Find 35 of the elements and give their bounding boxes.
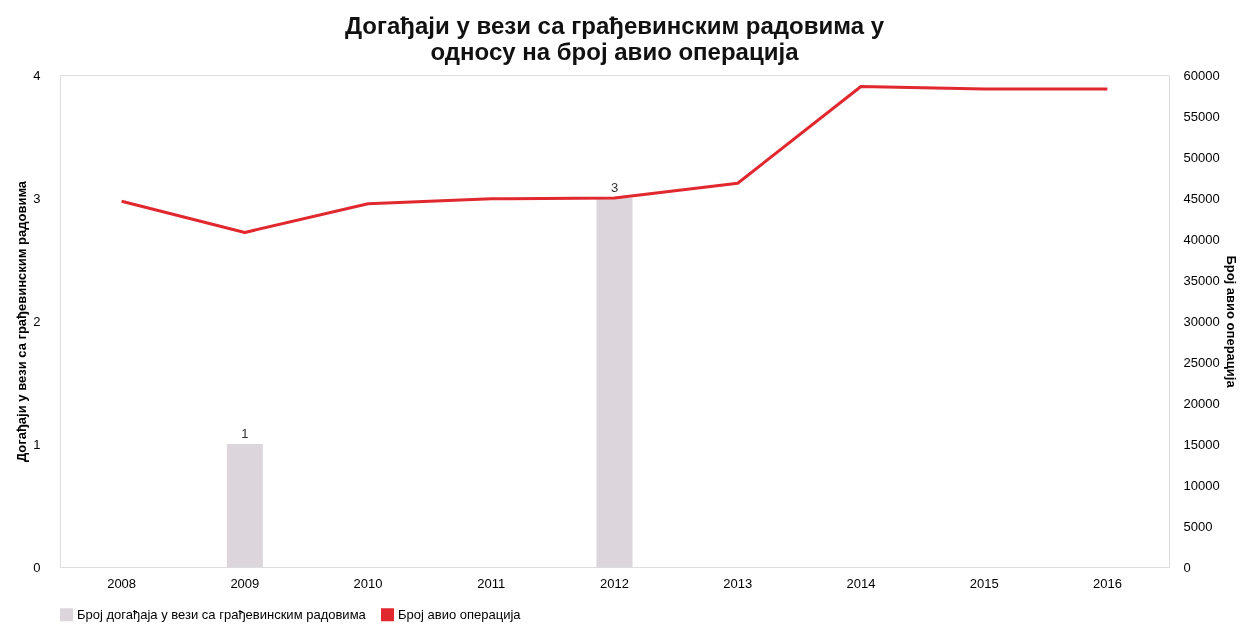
y-tick-label: 0: [33, 559, 41, 575]
x-tick-label: 2010: [353, 575, 383, 591]
y2-tick-label: 35000: [1183, 272, 1220, 288]
data-label: 1: [241, 426, 249, 441]
x-tick-label: 2015: [969, 575, 999, 591]
data-label: 3: [610, 180, 619, 195]
x-tick-label: 2009: [230, 575, 260, 591]
line-series: [120, 84, 1109, 234]
y2-tick-label: 0: [1183, 559, 1191, 575]
y2-tick-label: 55000: [1183, 108, 1220, 124]
y2-tick-label: 15000: [1183, 436, 1220, 452]
x-tick-label: 2008: [107, 575, 137, 591]
legend-label: Број догађаја у вези са грађевинским радовима: [77, 606, 367, 622]
y-axis-title: Догађаји у вези са грађевинским радовима: [14, 180, 30, 463]
legend-label: Број авио операција: [398, 606, 522, 622]
x-tick-label: 2016: [1092, 575, 1122, 591]
y2-tick-label: 20000: [1183, 395, 1220, 411]
chart-title: Догађаји у вези са грађевинским радовима у односу на број авио операција: [344, 12, 885, 65]
y2-tick-label: 10000: [1183, 477, 1220, 493]
y2-tick-label: 30000: [1183, 313, 1220, 329]
y2-tick-label: 25000: [1183, 354, 1220, 370]
x-tick-label: 2013: [723, 575, 753, 591]
y-tick-label: 1: [33, 436, 41, 452]
y-tick-label: 3: [33, 190, 41, 206]
y-tick-label: 2: [33, 313, 41, 329]
x-tick-label: 2014: [846, 575, 876, 591]
y2-tick-label: 45000: [1183, 190, 1220, 206]
x-tick-label: 2012: [600, 575, 629, 591]
y2-tick-label: 40000: [1183, 231, 1220, 247]
y2-tick-label: 50000: [1183, 149, 1220, 165]
y-tick-label: 4: [33, 67, 41, 83]
x-tick-label: 2011: [477, 575, 506, 591]
y2-axis-title: Број авио операција: [1223, 255, 1239, 389]
y2-tick-label: 5000: [1183, 518, 1213, 534]
y2-tick-label: 60000: [1183, 67, 1220, 83]
